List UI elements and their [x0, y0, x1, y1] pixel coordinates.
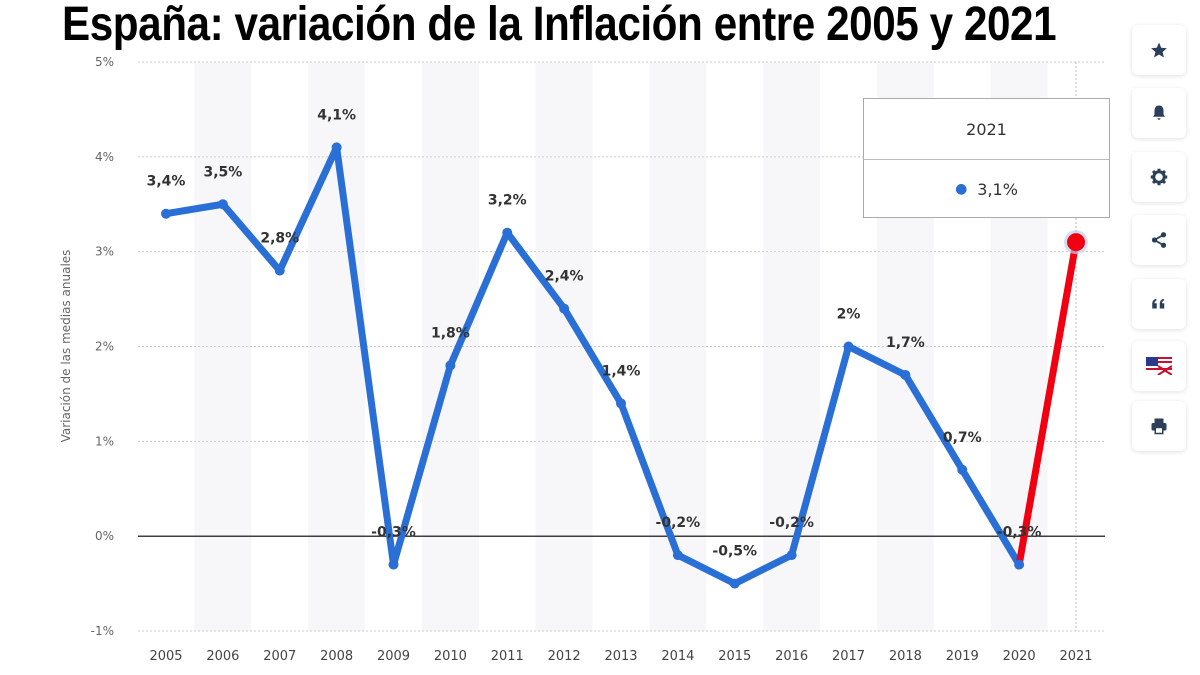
highlight-segment — [1015, 238, 1080, 569]
y-tick-label: 1% — [95, 434, 114, 448]
data-label: 4,1% — [317, 107, 356, 123]
share-icon — [1151, 232, 1167, 248]
data-label: -0,3% — [371, 525, 416, 541]
share-button[interactable] — [1132, 215, 1186, 265]
data-label: -0,2% — [769, 515, 814, 531]
x-tick-label: 2021 — [1059, 649, 1092, 664]
print-button[interactable] — [1132, 401, 1186, 451]
x-tick-label: 2019 — [946, 649, 979, 664]
print-icon — [1151, 418, 1167, 435]
x-tick-label: 2014 — [661, 649, 694, 664]
tooltip-dot-icon: ● — [955, 181, 968, 197]
data-point — [672, 550, 683, 561]
language-button[interactable] — [1132, 341, 1186, 391]
y-axis-label: Variación de las medias anuales — [59, 250, 73, 443]
y-tick-label: 4% — [95, 150, 114, 164]
data-label: 2% — [837, 307, 861, 323]
gear-icon — [1150, 168, 1168, 186]
y-tick-label: 3% — [95, 245, 114, 259]
data-label: 3,4% — [147, 174, 186, 190]
x-tick-label: 2016 — [775, 649, 808, 664]
notification-button[interactable] — [1132, 88, 1186, 138]
series-line — [165, 143, 1023, 588]
x-tick-label: 2007 — [263, 649, 296, 664]
data-point — [616, 398, 626, 409]
tooltip-value: 3,1% — [977, 179, 1018, 199]
x-tick-label: 2010 — [434, 649, 467, 664]
data-label: 2,4% — [545, 269, 584, 285]
data-point — [843, 341, 854, 352]
page-title: España: variación de la Inflación entre … — [62, 0, 1057, 51]
data-point — [786, 550, 797, 561]
data-point — [274, 265, 285, 276]
y-tick-label: 5% — [95, 55, 114, 69]
x-tick-label: 2006 — [206, 649, 239, 664]
y-tick-label: 0% — [95, 529, 114, 543]
data-point — [217, 199, 228, 210]
tooltip: 2021 ● 3,1% — [863, 98, 1110, 218]
x-tick-label: 2013 — [604, 649, 637, 664]
star-icon — [1151, 42, 1167, 58]
data-point — [1014, 559, 1025, 570]
x-tick-label: 2005 — [149, 649, 182, 664]
data-label: 1,7% — [886, 335, 925, 351]
data-label: -0,2% — [656, 515, 701, 531]
data-label: 1,4% — [602, 363, 641, 379]
x-tick-label: 2018 — [889, 649, 922, 664]
x-tick-label: 2008 — [320, 649, 353, 664]
data-label: 1,8% — [431, 325, 470, 341]
favorite-button[interactable] — [1132, 25, 1186, 75]
x-tick-label: 2015 — [718, 649, 751, 664]
x-tick-label: 2017 — [832, 649, 865, 664]
data-point — [559, 303, 570, 314]
x-tick-label: 2012 — [548, 649, 581, 664]
data-point — [900, 369, 911, 380]
data-label: -0,5% — [712, 544, 757, 560]
data-point — [729, 578, 740, 589]
settings-button[interactable] — [1132, 152, 1186, 202]
quote-icon — [1152, 298, 1165, 309]
data-label: 3,2% — [488, 193, 527, 209]
data-point — [957, 464, 968, 475]
x-tick-label: 2020 — [1003, 649, 1036, 664]
data-label: 3,5% — [203, 164, 242, 180]
x-tick-label: 2011 — [491, 649, 524, 664]
data-label: 2,8% — [260, 231, 299, 247]
data-label: 0,7% — [943, 430, 982, 446]
data-point — [502, 227, 513, 238]
data-point — [161, 208, 171, 219]
data-point — [445, 360, 456, 371]
data-point — [388, 559, 399, 570]
data-point — [1067, 233, 1085, 252]
y-tick-label: 2% — [95, 340, 114, 354]
data-point — [331, 142, 342, 153]
flag-icon — [1146, 357, 1172, 375]
y-tick-label: -1% — [91, 624, 114, 638]
data-label: -0,3% — [997, 525, 1042, 541]
bell-icon — [1153, 105, 1165, 120]
cite-button[interactable] — [1132, 279, 1186, 329]
tooltip-year: 2021 — [864, 99, 1109, 160]
x-tick-label: 2009 — [377, 649, 410, 664]
